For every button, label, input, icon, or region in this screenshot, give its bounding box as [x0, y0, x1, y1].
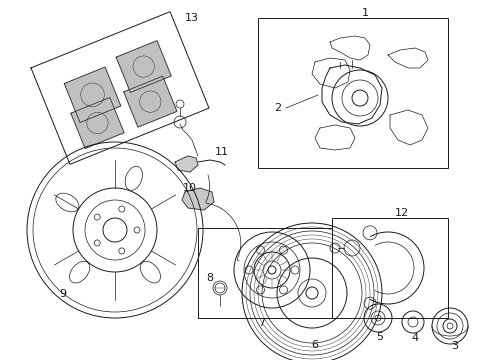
- Text: 2: 2: [274, 103, 282, 113]
- Polygon shape: [64, 67, 121, 122]
- Polygon shape: [175, 156, 198, 172]
- Polygon shape: [322, 65, 382, 124]
- Text: 9: 9: [59, 289, 67, 299]
- Polygon shape: [315, 125, 355, 150]
- Text: 10: 10: [183, 183, 197, 193]
- Text: 1: 1: [362, 8, 368, 18]
- Polygon shape: [312, 58, 350, 88]
- Polygon shape: [330, 36, 370, 60]
- Text: 8: 8: [206, 273, 214, 283]
- Polygon shape: [116, 41, 171, 93]
- Polygon shape: [182, 188, 214, 210]
- Bar: [198, 228, 340, 318]
- Text: 5: 5: [376, 332, 384, 342]
- Text: 12: 12: [395, 208, 409, 218]
- Polygon shape: [388, 48, 428, 68]
- Bar: [332, 218, 448, 318]
- Text: 7: 7: [258, 318, 266, 328]
- Text: 3: 3: [451, 341, 459, 351]
- Polygon shape: [124, 76, 177, 127]
- Text: 6: 6: [312, 340, 318, 350]
- Bar: [258, 18, 448, 168]
- Polygon shape: [71, 98, 124, 148]
- Text: 11: 11: [215, 147, 229, 157]
- Text: 13: 13: [185, 13, 199, 23]
- Polygon shape: [390, 110, 428, 145]
- Text: 4: 4: [412, 333, 418, 343]
